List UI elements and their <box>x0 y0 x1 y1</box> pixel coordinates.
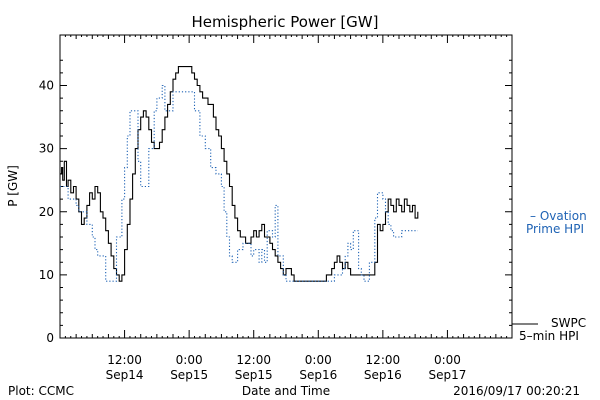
chart-title: Hemispheric Power [GW] <box>192 13 379 31</box>
footer-timestamp: 2016/09/17 00:20:21 <box>453 384 580 398</box>
plot-frame <box>59 34 513 339</box>
legend-ovation-line2: Prime HPI <box>526 222 584 236</box>
y-axis-ticks: 0 10 20 30 40 <box>39 59 512 345</box>
x-tick-label-date: Sep14 <box>106 368 144 382</box>
y-tick-label: 0 <box>46 331 54 345</box>
x-tick-label-time: 0:00 <box>434 353 461 367</box>
series-swpc-line <box>60 66 419 282</box>
x-tick-label-time: 0:00 <box>305 353 332 367</box>
x-tick-label-date: Sep16 <box>364 368 402 382</box>
footer-credit: Plot: CCMC <box>8 384 74 398</box>
legend-ovation-line1: – Ovation <box>530 209 587 223</box>
x-axis-label: Date and Time <box>242 384 330 398</box>
x-tick-label-date: Sep17 <box>428 368 466 382</box>
legend-swpc-line1: SWPC <box>551 316 586 330</box>
x-tick-label-time: 0:00 <box>176 353 203 367</box>
y-tick-label: 30 <box>39 142 54 156</box>
x-tick-label-date: Sep15 <box>235 368 273 382</box>
y-tick-label: 40 <box>39 79 54 93</box>
series-ovation-line <box>60 84 418 282</box>
y-tick-label: 20 <box>39 205 54 219</box>
x-tick-label-date: Sep15 <box>170 368 208 382</box>
x-tick-label-time: 12:00 <box>107 353 142 367</box>
x-axis-ticks: 12:00Sep140:00Sep1512:00Sep150:00Sep1612… <box>59 35 513 382</box>
x-tick-label-time: 12:00 <box>236 353 271 367</box>
x-tick-label-time: 12:00 <box>366 353 401 367</box>
series-layer <box>60 66 419 282</box>
x-tick-label-date: Sep16 <box>299 368 337 382</box>
y-axis-label: P [GW] <box>6 165 20 207</box>
y-tick-label: 10 <box>39 268 54 282</box>
legend-swpc-line2: 5–min HPI <box>519 329 579 343</box>
